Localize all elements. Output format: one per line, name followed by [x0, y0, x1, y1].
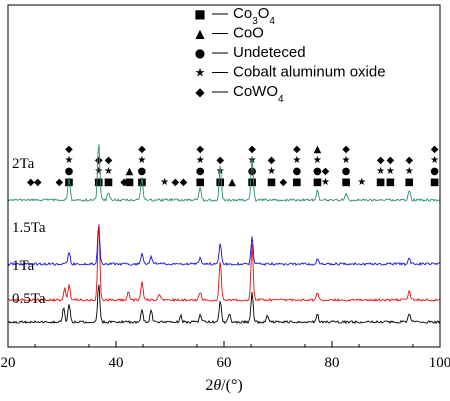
peak-marker: ●	[293, 166, 302, 177]
series-label: 1Ta	[12, 258, 35, 274]
peak-marker: ★	[65, 155, 74, 166]
peak-marker: ◆	[377, 155, 385, 166]
legend-marker: ◆	[195, 85, 205, 99]
peak-marker: ◆	[405, 155, 413, 166]
x-tick-label: 100	[429, 355, 450, 371]
peak-marker: ★	[376, 166, 385, 177]
peak-marker: ●	[342, 166, 351, 177]
peak-marker: ■	[430, 177, 439, 188]
peak-marker: ◆	[180, 177, 188, 188]
peak-marker: ◆	[386, 155, 394, 166]
peak-marker: ◆	[280, 177, 288, 188]
peak-marker: ◆	[138, 144, 146, 155]
series-label: 1.5Ta	[12, 220, 46, 236]
peak-marker: ★	[196, 155, 205, 166]
peak-marker: ▲	[314, 144, 322, 155]
peak-marker: ■	[137, 177, 146, 188]
peak-marker: ■	[292, 177, 301, 188]
series-line-1ta	[7, 224, 441, 303]
legend-marker: ●	[195, 46, 205, 60]
x-tick-label: 20	[1, 355, 16, 371]
peak-marker: ●	[248, 166, 257, 177]
x-tick-label: 60	[217, 355, 232, 371]
peak-marker: ■	[94, 177, 103, 188]
peak-marker: ◆	[105, 155, 113, 166]
peak-marker: ◆	[342, 144, 350, 155]
series-labels: 2Ta 1.5Ta 1Ta 0.5Ta	[12, 156, 46, 307]
peak-marker: ★	[321, 177, 330, 188]
peak-marker: ◆	[65, 144, 73, 155]
peak-marker: ●	[313, 166, 322, 177]
legend-label: CoWO4	[233, 83, 284, 105]
peak-annotations: ◆ ◆ ◆◆★●■◆★■◆★■ ◆▲■◆★●■ ★ ◆ ◆◆★●■◆★■ ▲◆★●■◆★■ ◆◆…	[27, 144, 439, 188]
peak-marker: ◆	[216, 155, 224, 166]
peak-marker: ◆	[322, 166, 330, 177]
peak-marker: ◆	[268, 155, 276, 166]
peak-marker: ■	[404, 177, 413, 188]
peak-marker: ★	[386, 166, 395, 177]
legend-label: Co3O4	[233, 5, 275, 27]
peak-marker: ◆	[196, 144, 204, 155]
peak-marker: ◆	[27, 177, 35, 188]
series-group	[7, 144, 441, 325]
peak-marker: ▲	[228, 177, 236, 188]
peak-marker: ★	[292, 155, 301, 166]
peak-marker: ◆	[55, 177, 63, 188]
series-label: 0.5Ta	[12, 291, 46, 307]
peak-marker: ★	[137, 155, 146, 166]
legend: ■ Co3O4 ▲ CoO ● Undeteced ★ Cobalt aluminum oxi…	[194, 5, 385, 105]
peak-marker: ▲	[126, 166, 134, 177]
legend-label: Cobalt aluminum oxide	[233, 64, 386, 81]
legend-marker: ■	[194, 7, 205, 21]
series-line-1-5ta	[7, 224, 441, 266]
peak-marker: ◆	[95, 155, 103, 166]
peak-marker: ■	[196, 177, 205, 188]
legend-label: CoO	[233, 25, 264, 42]
peak-marker: ◆	[431, 144, 439, 155]
peak-marker: ■	[341, 177, 350, 188]
series-label: 2Ta	[12, 156, 35, 172]
peak-marker: ●	[138, 166, 147, 177]
legend-label: Undeteced	[233, 44, 306, 61]
legend-marker: ▲	[195, 27, 205, 41]
series-line-2ta	[7, 144, 441, 203]
peak-marker: ■	[104, 177, 113, 188]
peak-marker: ■	[386, 177, 395, 188]
peak-marker: ●	[430, 166, 439, 177]
peak-marker: ◆	[34, 177, 42, 188]
peak-marker: ◆	[293, 144, 301, 155]
peak-marker: ■	[313, 177, 322, 188]
x-tick-label: 80	[325, 355, 340, 371]
peak-marker: ◆	[248, 144, 256, 155]
peak-marker: ★	[430, 155, 439, 166]
peak-marker: ★	[342, 155, 351, 166]
peak-marker: ★	[405, 166, 414, 177]
peak-marker: ★	[104, 166, 113, 177]
peak-marker: ★	[160, 177, 169, 188]
peak-marker: ■	[125, 177, 134, 188]
peak-marker: ★	[267, 166, 276, 177]
x-tick-label: 40	[109, 355, 124, 371]
x-axis-label: 2θ/(°)	[205, 377, 242, 394]
peak-marker: ■	[267, 177, 276, 188]
legend-marker: ★	[195, 66, 206, 80]
peak-marker: ■	[64, 177, 73, 188]
peak-marker: ●	[196, 166, 205, 177]
peak-marker: ★	[357, 177, 366, 188]
peak-marker: ■	[376, 177, 385, 188]
peak-marker: ●	[65, 166, 74, 177]
peak-marker: ★	[94, 166, 103, 177]
peak-marker: ◆	[120, 177, 128, 188]
peak-marker: ◆	[172, 177, 180, 188]
peak-marker: ■	[215, 177, 224, 188]
series-line-0-5ta	[7, 284, 441, 325]
x-axis: 20 40 60 80 100	[1, 341, 450, 371]
peak-marker: ■	[247, 177, 256, 188]
peak-marker: ★	[313, 155, 322, 166]
